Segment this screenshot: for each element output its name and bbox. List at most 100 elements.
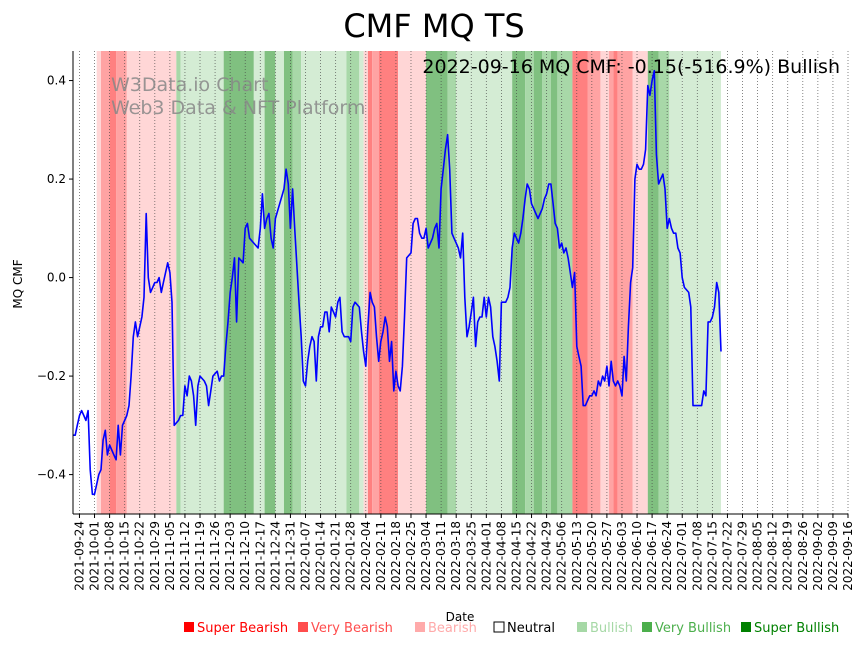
x-tick-label: 2021-11-19 — [193, 521, 207, 591]
legend-label: Super Bearish — [197, 621, 288, 636]
signal-band-very-bearish — [617, 51, 633, 514]
signal-band-bullish — [456, 51, 513, 514]
x-tick-label: 2021-10-01 — [88, 521, 102, 591]
cmf-series — [73, 69, 722, 496]
x-tick-label: 2021-12-31 — [283, 521, 297, 591]
x-tick-label: 2022-06-10 — [630, 521, 644, 591]
x-tick-label: 2022-09-02 — [811, 521, 825, 591]
watermark-line-2: Web3 Data & NFT Platform — [111, 97, 365, 119]
x-tick-label: 2022-08-12 — [766, 521, 780, 591]
x-tick-label: 2022-04-22 — [525, 521, 539, 591]
date-gridlines — [79, 51, 849, 514]
signal-band-super-bearish — [572, 51, 588, 514]
x-tick-label: 2022-01-21 — [329, 521, 343, 591]
legend-label: Super Bullish — [754, 621, 839, 636]
signal-band-very-bullish — [346, 51, 360, 514]
signal-band-super-bullish — [426, 51, 448, 514]
legend-swatch — [577, 622, 587, 632]
legend-swatch — [741, 622, 751, 632]
x-tick-label: 2021-10-15 — [118, 521, 132, 591]
legend-swatch — [642, 622, 652, 632]
x-tick-label: 2022-08-05 — [751, 521, 765, 591]
x-tick-label: 2022-03-25 — [464, 521, 478, 591]
signal-band-super-bullish — [283, 51, 293, 514]
legend-swatch — [415, 622, 425, 632]
signal-band-very-bullish — [292, 51, 302, 514]
x-tick-label: 2022-02-25 — [404, 521, 418, 591]
x-tick-label: 2022-07-22 — [720, 521, 734, 591]
signal-band-bullish — [669, 51, 683, 514]
x-axis-label: Date — [446, 610, 475, 624]
x-tick-label: 2022-05-20 — [585, 521, 599, 591]
axes — [72, 51, 848, 515]
y-tick-label: −0.2 — [37, 369, 66, 383]
signal-band-very-bullish — [176, 51, 181, 514]
signal-band-very-bearish — [587, 51, 601, 514]
signal-band-super-bullish — [223, 51, 254, 514]
x-tick-label: 2021-12-24 — [268, 521, 282, 591]
x-tick-label: 2021-12-03 — [223, 521, 237, 591]
chart-title: CMF MQ TS — [343, 7, 524, 45]
signal-band-very-bullish — [447, 51, 457, 514]
x-tick-label: 2021-11-12 — [178, 521, 192, 591]
x-tick-label: 2022-04-08 — [494, 521, 508, 591]
legend-swatch — [493, 621, 505, 633]
signal-band-super-bearish — [613, 51, 618, 514]
y-tick-label: 0.2 — [47, 172, 66, 186]
legend-label: Bullish — [590, 621, 633, 636]
x-tick-label: 2022-08-26 — [796, 521, 810, 591]
signal-band-very-bullish — [658, 51, 670, 514]
legend-label: Very Bullish — [655, 621, 731, 636]
signal-band-very-bullish — [525, 51, 534, 514]
signal-band-super-bullish — [512, 51, 526, 514]
signal-band-super-bullish — [264, 51, 276, 514]
signal-band-super-bearish — [378, 51, 399, 514]
x-tick-label: 2021-09-24 — [72, 521, 86, 591]
signal-band-super-bullish — [533, 51, 543, 514]
x-tick-label: 2022-03-11 — [434, 521, 448, 591]
legend-label: Neutral — [507, 621, 555, 636]
x-tick-label: 2022-02-11 — [374, 521, 388, 591]
y-tick-label: −0.4 — [37, 468, 66, 482]
signal-bands — [96, 51, 721, 514]
signal-band-bearish — [600, 51, 610, 514]
y-tick-label: 0.4 — [47, 74, 66, 88]
x-tick-label: 2022-05-06 — [555, 521, 569, 591]
signal-band-bearish — [632, 51, 648, 514]
x-ticks: 2021-09-24 2021-10-01 2021-10-08 2021-10-15… — [72, 514, 855, 591]
x-tick-label: 2022-05-13 — [570, 521, 584, 591]
x-tick-label: 2022-09-16 — [841, 521, 855, 591]
x-tick-label: 2022-04-15 — [509, 521, 523, 591]
x-tick-label: 2022-04-01 — [479, 521, 493, 591]
legend-label: Very Bearish — [311, 621, 393, 636]
legend-label: Bearish — [428, 621, 477, 636]
signal-band-bearish — [126, 51, 177, 514]
signal-band-bullish — [301, 51, 347, 514]
signal-band-bullish — [682, 51, 721, 514]
latest-value-annotation: 2022-09-16 MQ CMF: -0.15(-516.9%) Bullis… — [422, 56, 840, 78]
signal-band-bullish — [180, 51, 224, 514]
x-tick-label: 2022-08-19 — [781, 521, 795, 591]
signal-band-super-bullish — [550, 51, 558, 514]
x-tick-label: 2022-07-29 — [736, 521, 750, 591]
x-tick-label: 2022-03-18 — [449, 521, 463, 591]
signal-band-bullish — [275, 51, 284, 514]
y-tick-label: 0.0 — [47, 271, 66, 285]
legend-swatch — [298, 622, 308, 632]
x-tick-label: 2022-02-18 — [389, 521, 403, 591]
signal-band-super-bullish — [647, 51, 659, 514]
x-tick-label: 2022-02-04 — [359, 521, 373, 591]
signal-band-very-bearish — [372, 51, 379, 514]
signal-band-super-bearish — [109, 51, 117, 514]
x-tick-label: 2021-10-29 — [148, 521, 162, 591]
x-tick-label: 2022-06-17 — [645, 521, 659, 591]
signal-band-very-bearish — [116, 51, 127, 514]
signal-band-bullish — [253, 51, 265, 514]
x-tick-label: 2022-07-15 — [705, 521, 719, 591]
y-axis-label: MQ CMF — [11, 259, 25, 308]
x-tick-label: 2021-10-08 — [103, 521, 117, 591]
x-tick-label: 2022-03-04 — [419, 521, 433, 591]
x-tick-label: 2022-07-08 — [690, 521, 704, 591]
cmf-line — [73, 69, 722, 496]
